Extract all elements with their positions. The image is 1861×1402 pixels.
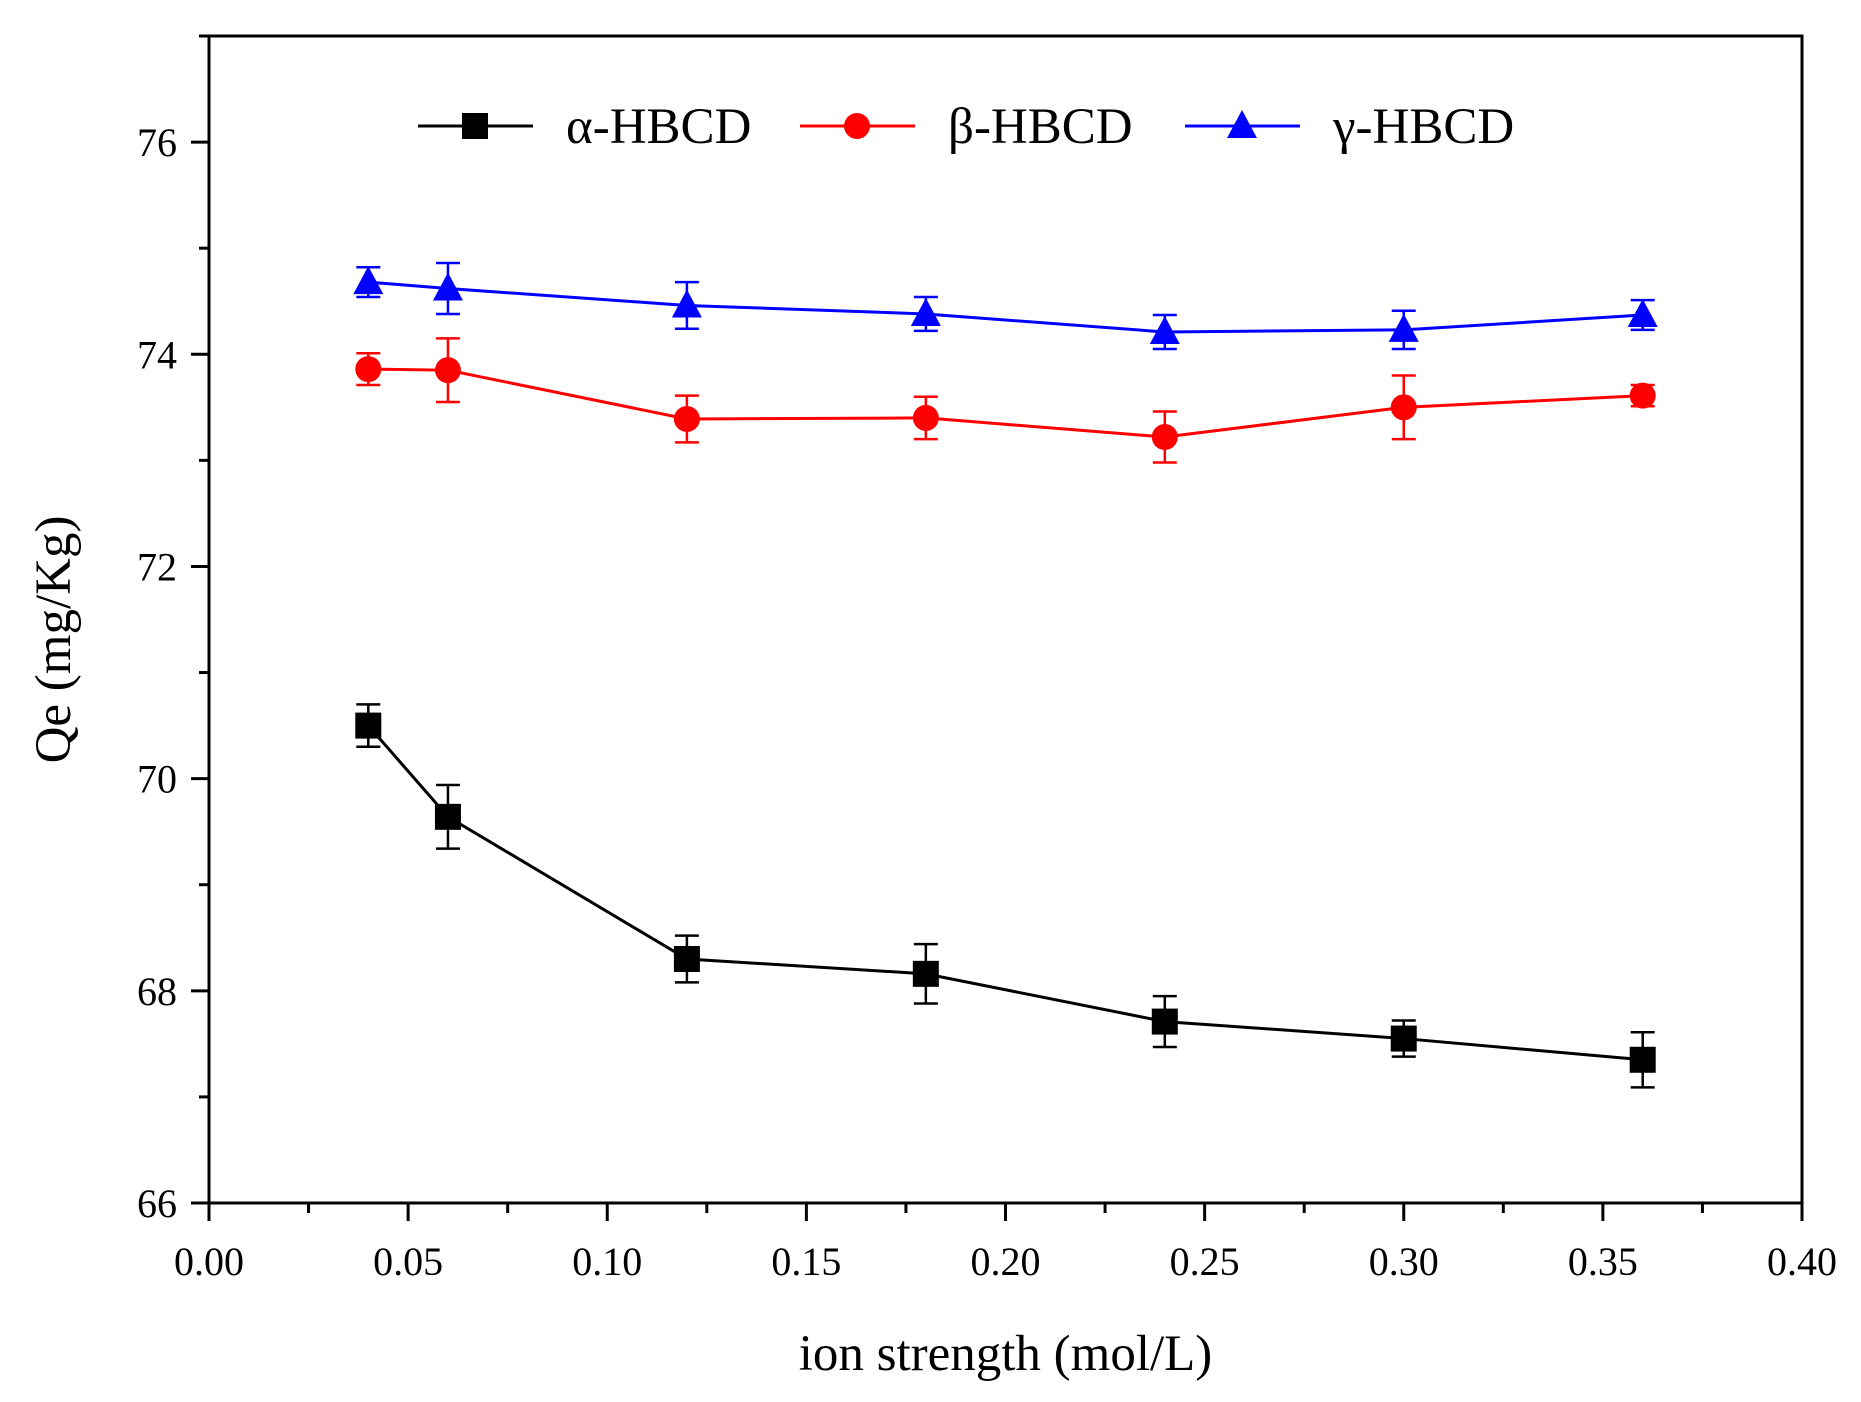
series-3 xyxy=(353,261,1658,351)
data-point xyxy=(1388,313,1419,342)
x-tick-label: 0.25 xyxy=(1170,1239,1240,1284)
legend-marker xyxy=(1227,110,1257,138)
data-point xyxy=(912,960,939,987)
data-point xyxy=(910,297,941,326)
x-tick-label: 0.20 xyxy=(971,1239,1041,1284)
data-point xyxy=(1629,382,1656,409)
data-point xyxy=(1390,1025,1417,1052)
x-tick-label: 0.10 xyxy=(572,1239,642,1284)
y-tick-label: 72 xyxy=(137,544,177,589)
data-point xyxy=(355,356,382,383)
x-tick-label: 0.00 xyxy=(174,1239,244,1284)
series-1 xyxy=(355,703,1656,1089)
legend-marker xyxy=(844,113,870,139)
legend-marker xyxy=(462,113,488,139)
y-tick-label: 68 xyxy=(137,969,177,1014)
legend-label: γ-HBCD xyxy=(1332,99,1514,155)
series-layer xyxy=(353,261,1658,1089)
labels-layer: 0.00 0.05 0.10 0.15 0.20 0.25 0.30 0.35 0.40 66 68… xyxy=(137,120,1837,1284)
legend-entry-1: α-HBCD xyxy=(418,99,751,155)
y-tick-label: 66 xyxy=(137,1181,177,1226)
legend: α-HBCD β-HBCD γ-HBCD xyxy=(418,99,1514,155)
data-point xyxy=(673,945,700,972)
data-point xyxy=(1627,299,1658,328)
data-point xyxy=(1390,394,1417,421)
data-point xyxy=(1151,424,1178,451)
data-point xyxy=(432,272,463,301)
x-tick-label: 0.05 xyxy=(373,1239,443,1284)
legend-entry-2: β-HBCD xyxy=(800,99,1133,155)
x-tick-label: 0.15 xyxy=(771,1239,841,1284)
legend-label: α-HBCD xyxy=(566,99,751,155)
legend-label: β-HBCD xyxy=(948,99,1133,155)
data-point xyxy=(671,289,702,318)
y-tick-label: 70 xyxy=(137,757,177,802)
legend-entry-3: γ-HBCD xyxy=(1185,99,1514,155)
x-tick-label: 0.30 xyxy=(1369,1239,1439,1284)
data-point xyxy=(673,405,700,432)
y-tick-label: 74 xyxy=(137,332,177,377)
series-2 xyxy=(355,337,1656,464)
data-point xyxy=(1629,1046,1656,1073)
data-point xyxy=(912,404,939,431)
ticks-layer xyxy=(191,34,1804,1221)
x-axis-title: ion strength (mol/L) xyxy=(799,1326,1213,1382)
data-point xyxy=(1149,315,1180,344)
data-point xyxy=(353,266,384,295)
y-axis-title: Qe (mg/Kg) xyxy=(26,516,82,764)
x-tick-label: 0.35 xyxy=(1568,1239,1638,1284)
x-tick-label: 0.40 xyxy=(1767,1239,1837,1284)
data-point xyxy=(434,357,461,384)
y-tick-label: 76 xyxy=(137,120,177,165)
data-point xyxy=(1151,1008,1178,1035)
data-point xyxy=(434,803,461,830)
data-point xyxy=(355,712,382,739)
